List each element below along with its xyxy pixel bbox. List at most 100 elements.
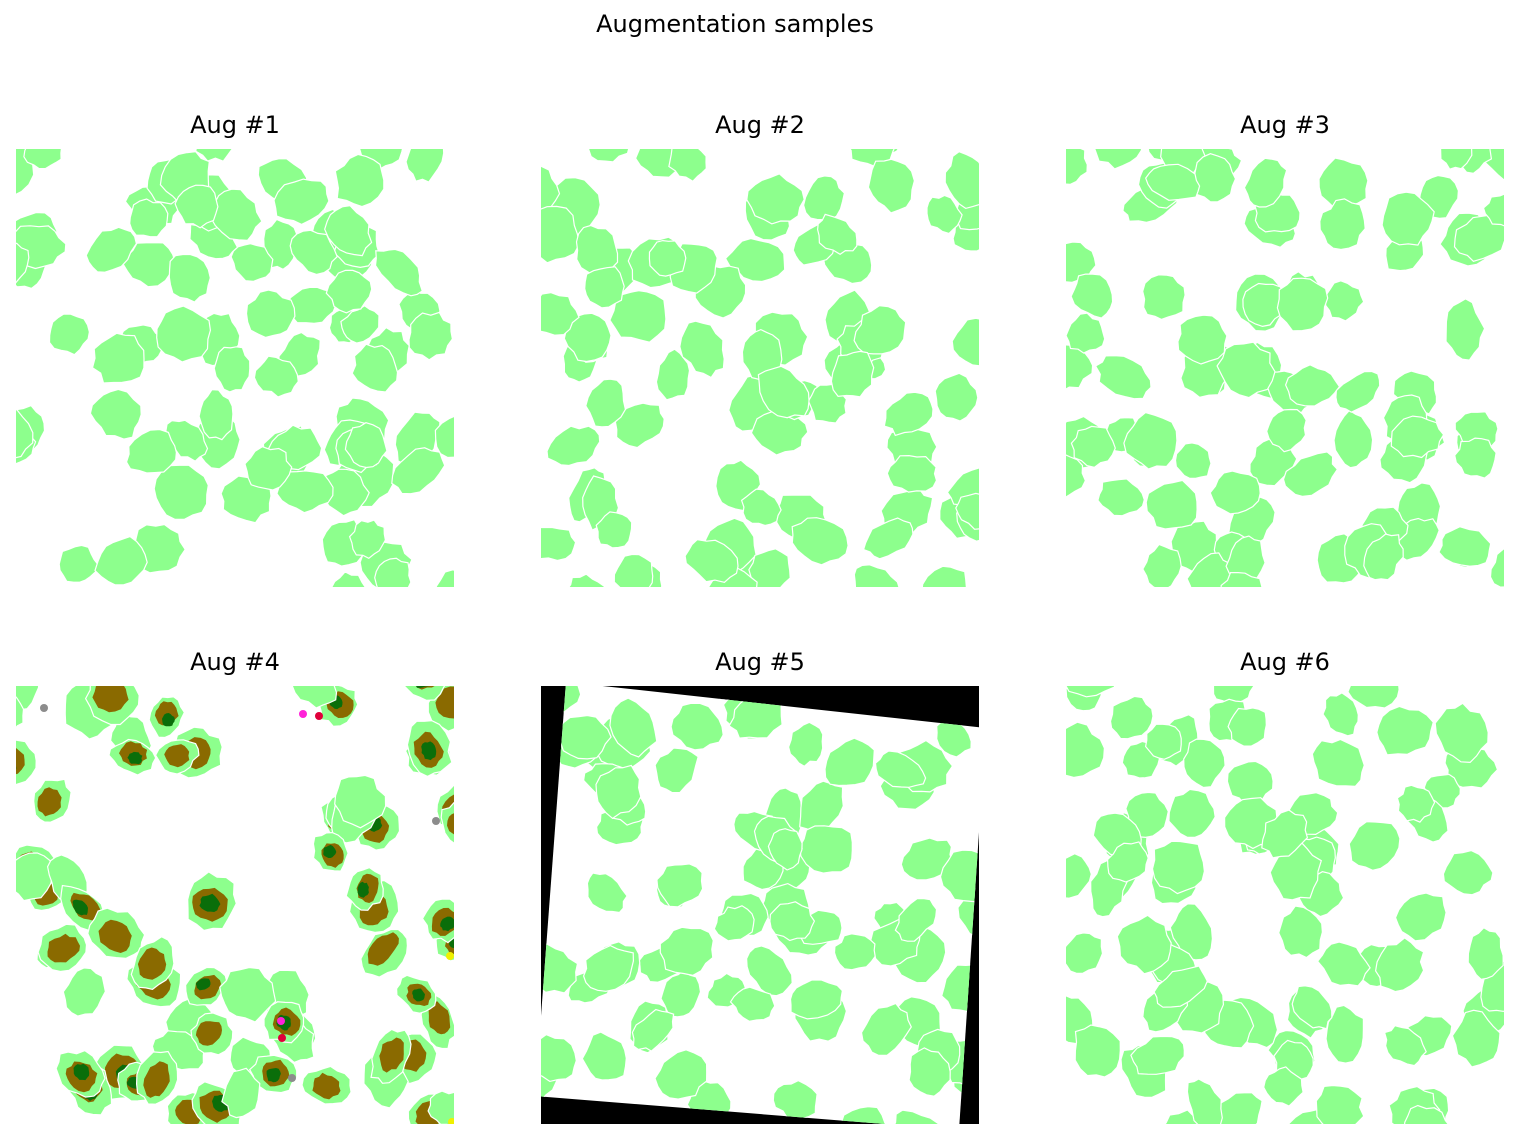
- cell-mask: [595, 511, 633, 549]
- cell-mask: [1066, 241, 1097, 284]
- cell-channel-green: [440, 916, 454, 932]
- speck-mark: [446, 952, 454, 960]
- cell-mask: [789, 979, 844, 1020]
- cell-mask: [291, 686, 338, 709]
- cell-mask: [16, 739, 37, 786]
- cell-mask: [153, 464, 209, 521]
- cell-mask: [427, 1090, 454, 1124]
- panel-title-aug-3: Aug #3: [1240, 111, 1330, 139]
- cell-channel-olive: [447, 813, 454, 835]
- cell-mask: [1145, 163, 1201, 201]
- panel-title-aug-6: Aug #6: [1240, 648, 1330, 676]
- cell-mask: [586, 872, 628, 914]
- cell-mask: [1153, 965, 1208, 1008]
- cell-mask: [941, 963, 979, 1013]
- speck-mark: [277, 1017, 285, 1025]
- cell-channel-green: [162, 713, 175, 727]
- cell-mask: [802, 175, 846, 221]
- cell-mask: [1316, 941, 1371, 987]
- cell-mask: [1404, 1104, 1449, 1124]
- cell-mask: [944, 151, 979, 210]
- cell-channel-green: [357, 881, 369, 898]
- cell-mask: [1094, 354, 1152, 400]
- cell-mask: [1383, 1025, 1427, 1067]
- cell-mask: [403, 686, 446, 701]
- cell-mask: [1066, 454, 1087, 498]
- cell-mask: [1319, 198, 1366, 251]
- cell-mask: [273, 178, 330, 226]
- cell-mask: [541, 526, 577, 562]
- cell-mask: [654, 1049, 708, 1100]
- aug-panel-5: [541, 686, 979, 1124]
- aug-panel-6: [1066, 686, 1504, 1124]
- cell-channel-olive: [143, 1061, 170, 1098]
- cell-mask: [1066, 853, 1092, 899]
- cell-mask: [1438, 526, 1492, 567]
- cell-mask: [48, 313, 91, 356]
- cell-mask: [839, 1106, 890, 1124]
- cell-mask: [174, 184, 219, 229]
- panel-title-aug-1: Aug #1: [190, 111, 280, 139]
- cell-mask: [1123, 411, 1178, 470]
- cell-mask: [1216, 341, 1276, 399]
- cell-mask: [746, 173, 805, 225]
- cell-mask: [894, 897, 938, 942]
- cell-mask: [1445, 298, 1486, 361]
- cell-mask: [587, 149, 630, 163]
- cell-mask: [892, 1109, 947, 1124]
- cell-mask: [209, 188, 263, 242]
- cell-mask: [584, 266, 625, 309]
- cell-mask: [219, 966, 277, 1023]
- cell-mask: [684, 538, 739, 583]
- cell-mask: [908, 1047, 951, 1097]
- cell-mask: [926, 194, 963, 235]
- cell-mask: [799, 825, 853, 874]
- cell-mask: [1130, 1035, 1185, 1075]
- cell-mask: [729, 986, 776, 1022]
- cell-mask: [1226, 760, 1274, 806]
- cell-mask: [1116, 914, 1172, 975]
- cell-mask: [585, 378, 627, 428]
- cell-mask: [874, 750, 927, 788]
- cell-mask: [1074, 1024, 1121, 1078]
- cell-mask: [91, 332, 145, 384]
- cell-channel-olive: [37, 787, 62, 817]
- cell-mask: [1439, 149, 1473, 170]
- cell-mask: [165, 419, 209, 462]
- cell-mask: [1212, 686, 1255, 705]
- cell-mask: [16, 686, 40, 711]
- cell-mask: [1396, 784, 1436, 823]
- cell-mask: [791, 517, 849, 566]
- cell-channel-green: [323, 844, 337, 858]
- cell-channel-olive: [16, 748, 25, 775]
- cell-mask: [1151, 840, 1206, 895]
- cell-mask: [94, 535, 148, 586]
- cell-mask: [1168, 788, 1216, 839]
- cell-mask: [1070, 425, 1116, 468]
- cell-mask: [867, 158, 916, 214]
- cell-channel-olive: [92, 686, 129, 713]
- cell-mask: [1070, 273, 1114, 319]
- cell-mask: [408, 311, 454, 361]
- cell-mask: [748, 548, 791, 587]
- cell-mask: [1243, 157, 1288, 208]
- cell-mask: [668, 149, 707, 183]
- speck-mark: [448, 1118, 454, 1124]
- cell-mask: [1276, 277, 1329, 332]
- cell-mask: [1142, 543, 1182, 587]
- cell-mask: [1333, 409, 1374, 469]
- cell-mask: [351, 343, 399, 393]
- panel-title-aug-4: Aug #4: [190, 648, 280, 676]
- cell-channel-green: [266, 1068, 281, 1083]
- cell-mask: [830, 350, 875, 398]
- cell-mask: [1325, 1004, 1364, 1064]
- cell-mask: [1374, 937, 1425, 993]
- cell-mask: [156, 305, 212, 363]
- cell-mask: [340, 304, 380, 344]
- cell-mask: [581, 1031, 627, 1081]
- cell-mask: [325, 269, 373, 314]
- cell-mask: [769, 901, 816, 942]
- cell-channel-green: [416, 686, 429, 688]
- cell-mask: [679, 320, 725, 379]
- cell-mask: [853, 304, 907, 355]
